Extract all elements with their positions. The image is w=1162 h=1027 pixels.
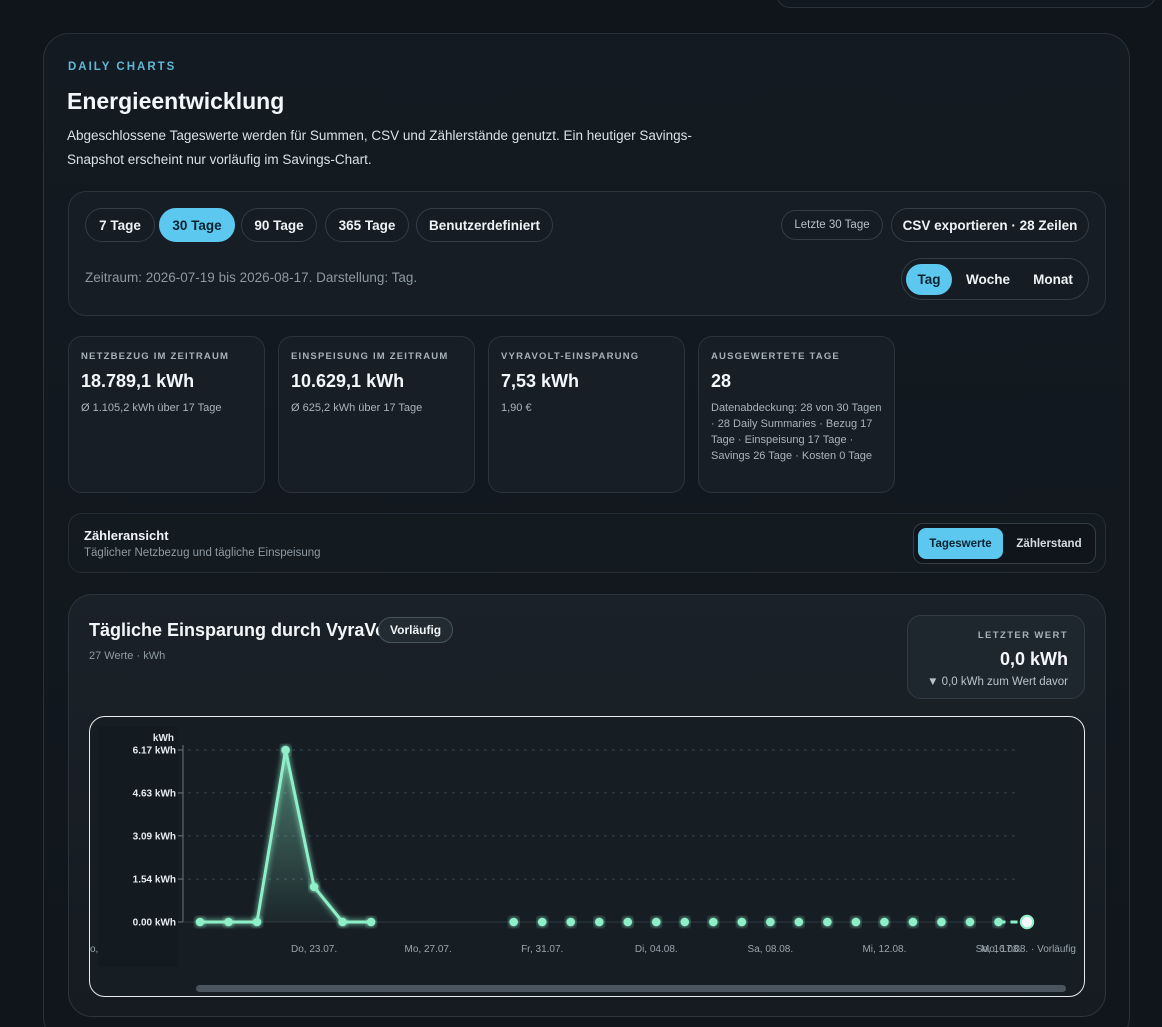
stat-subtext: Datenabdeckung: 28 von 30 Tagen · 28 Dai…: [711, 402, 882, 462]
stat-label: EINSPEISUNG IM ZEITRAUM: [291, 351, 449, 362]
provisional-data-point: [1019, 914, 1035, 930]
data-point: [224, 917, 233, 927]
y-tick-label: 3.09 kWh: [133, 831, 176, 842]
y-tick-label: 4.63 kWh: [133, 788, 176, 799]
data-point: [737, 917, 747, 927]
energy-development-card: DAILY CHARTS Energieentwicklung Abgeschl…: [43, 33, 1130, 1027]
savings-chart-card: Tägliche Einsparung durch VyraVolt Vorlä…: [68, 594, 1106, 1017]
x-tick-label: Di, 04.08.: [635, 944, 678, 955]
range-30-days-button[interactable]: 30 Tage: [159, 208, 235, 242]
range-90-days-button[interactable]: 90 Tage: [241, 208, 317, 242]
chart-scrollbar-thumb[interactable]: [196, 985, 1066, 992]
x-tick-label: Fr, 31.07.: [521, 944, 563, 955]
data-point: [709, 917, 718, 927]
stat-card-feed-in: EINSPEISUNG IM ZEITRAUM 10.629,1 kWh Ø 6…: [278, 336, 475, 493]
data-point: [794, 917, 804, 927]
data-point: [908, 917, 918, 927]
data-point: [338, 917, 347, 927]
data-point: [766, 917, 775, 927]
stat-label: NETZBEZUG IM ZEITRAUM: [81, 351, 230, 362]
y-tick-label: 6.17 kWh: [133, 746, 176, 757]
range-info-badge: Letzte 30 Tage: [781, 210, 883, 240]
stat-card-grid-import: NETZBEZUG IM ZEITRAUM 18.789,1 kWh Ø 1.1…: [68, 336, 265, 493]
section-eyebrow: DAILY CHARTS: [68, 61, 177, 73]
granularity-month-option[interactable]: Monat: [1033, 272, 1073, 287]
stat-subtext: Ø 625,2 kWh über 17 Tage: [291, 402, 423, 414]
granularity-day-option[interactable]: Tag: [906, 264, 952, 295]
x-tick-label: Do, 23.07.: [291, 944, 337, 955]
data-point: [594, 917, 604, 927]
savings-line-chart: 0.00 kWh 1.54 kWh 3.09 kWh 4.63 kWh 6.17 kWh…: [90, 727, 1076, 967]
chart-title: Tägliche Einsparung durch VyraVolt: [89, 620, 398, 640]
x-tick-label: Mo, 27.07.: [405, 944, 452, 955]
data-point: [281, 745, 290, 755]
y-axis-panel: [98, 727, 178, 967]
data-point: [651, 917, 661, 927]
data-point: [880, 917, 889, 927]
data-point: [252, 917, 262, 927]
range-365-days-button[interactable]: 365 Tage: [325, 208, 409, 242]
range-7-days-button[interactable]: 7 Tage: [85, 208, 155, 242]
stat-value: 7,53 kWh: [501, 371, 580, 391]
stat-label: VYRAVOLT-EINSPARUNG: [501, 351, 640, 362]
data-point: [537, 917, 547, 927]
stat-label: AUSGEWERTETE TAGE: [711, 351, 840, 362]
meter-reading-option[interactable]: Zählerstand: [1016, 537, 1082, 550]
filter-panel: 7 Tage 30 Tage 90 Tage 365 Tage Benutzer…: [68, 191, 1106, 316]
data-point: [566, 917, 576, 927]
x-tick-label: So, 16.08.: [976, 944, 1022, 955]
last-value-delta: ▼ 0,0 kWh zum Wert davor: [927, 676, 1068, 688]
granularity-toggle: Tag Woche Monat: [901, 258, 1089, 300]
x-tick-label: Mi, 12.08.: [862, 944, 906, 955]
range-custom-button[interactable]: Benutzerdefiniert: [416, 208, 553, 242]
data-point: [309, 882, 319, 892]
data-point: [623, 917, 633, 927]
data-point: [965, 917, 975, 927]
x-tick-label: Sa, 08.08.: [748, 944, 794, 955]
meter-view-title: Zähleransicht: [84, 528, 169, 543]
chart-scrollbar[interactable]: [90, 982, 1084, 996]
data-point: [680, 917, 690, 927]
last-value: 0,0 kWh: [999, 649, 1068, 669]
stat-card-evaluated-days: AUSGEWERTETE TAGE 28 Datenabdeckung: 28 …: [698, 336, 895, 493]
stat-subtext: 1,90 €: [501, 402, 532, 414]
daily-values-option[interactable]: Tageswerte: [918, 528, 1003, 559]
stat-value: 10.629,1 kWh: [291, 371, 405, 391]
chart-plot-area[interactable]: 0.00 kWh 1.54 kWh 3.09 kWh 4.63 kWh 6.17 kWh…: [89, 716, 1085, 997]
stat-card-savings: VYRAVOLT-EINSPARUNG 7,53 kWh 1,90 €: [488, 336, 685, 493]
meter-view-subtitle: Täglicher Netzbezug und tägliche Einspei…: [84, 547, 321, 559]
y-tick-label: 0.00 kWh: [133, 918, 176, 929]
data-point: [195, 917, 205, 927]
data-point: [851, 917, 861, 927]
y-axis-title: kWh: [153, 733, 174, 744]
series-area: [200, 750, 372, 922]
meter-view-panel: Zähleransicht Täglicher Netzbezug und tä…: [68, 513, 1106, 573]
stat-value: 18.789,1 kWh: [81, 371, 195, 391]
granularity-week-option[interactable]: Woche: [965, 272, 1010, 287]
page-description: Abgeschlossene Tageswerte werden für Sum…: [67, 128, 692, 167]
meter-view-toggle: Tageswerte Zählerstand: [913, 523, 1096, 564]
last-value-box: LETZTER WERT 0,0 kWh ▼ 0,0 kWh zum Wert …: [907, 615, 1085, 699]
last-value-label: LETZTER WERT: [977, 630, 1068, 641]
csv-export-button[interactable]: CSV exportieren · 28 Zeilen: [891, 208, 1089, 242]
period-text: Zeitraum: 2026-07-19 bis 2026-08-17. Dar…: [85, 270, 418, 285]
data-point: [366, 917, 376, 927]
stat-subtext: Ø 1.105,2 kWh über 17 Tage: [81, 402, 222, 414]
data-point: [937, 917, 946, 927]
stat-value: 28: [711, 371, 732, 391]
page-title: Energieentwicklung: [67, 88, 285, 114]
data-point: [994, 917, 1003, 927]
data-point: [823, 917, 832, 927]
x-tick-label-provisional: Mo, 17.08. · Vorläufig: [981, 944, 1076, 955]
chart-subtitle: 27 Werte · kWh: [89, 650, 166, 662]
previous-card-edge: [776, 0, 1156, 8]
y-tick-label: 1.54 kWh: [133, 875, 176, 886]
data-point: [509, 917, 518, 927]
x-tick-label-cut: o,: [90, 944, 98, 955]
provisional-badge: Vorläufig: [378, 617, 454, 643]
